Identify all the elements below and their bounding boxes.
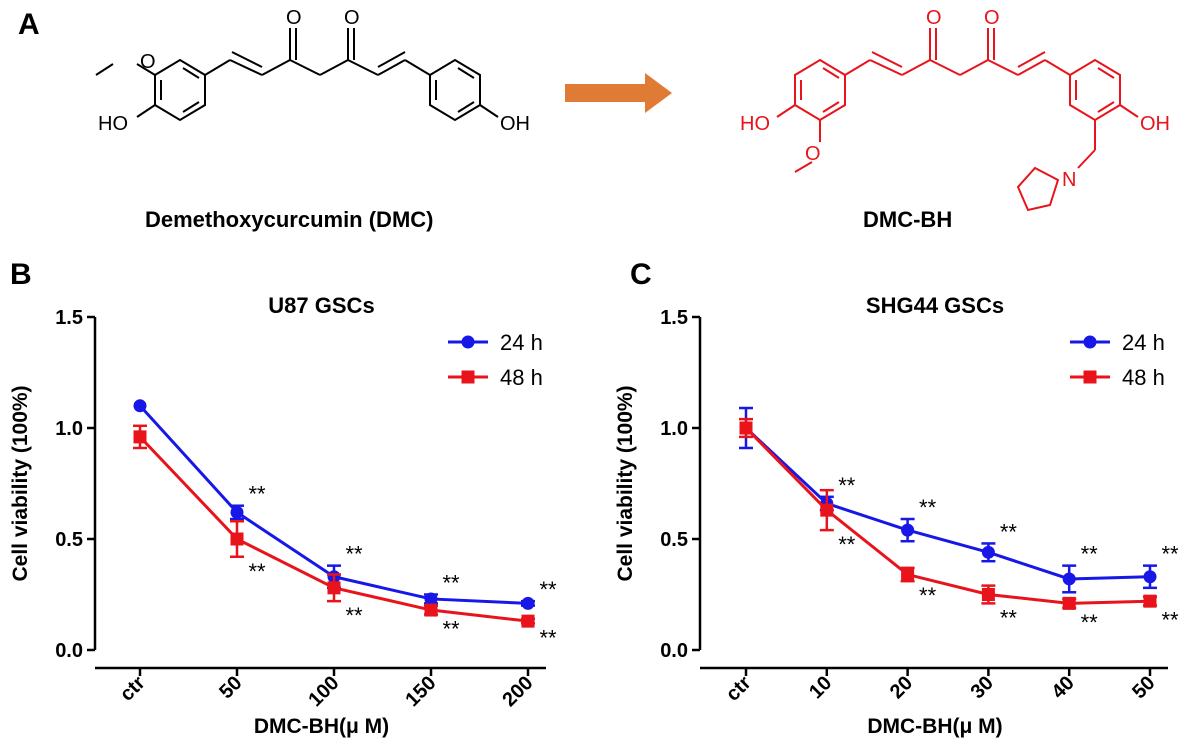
chart-0-significance-mark: ** — [345, 603, 363, 628]
chart-1-y-tick-label: 1.0 — [660, 418, 688, 440]
dmc-bh-name: DMC-BH — [863, 207, 953, 232]
chart-0-significance-mark: ** — [345, 542, 363, 567]
chart-shg44: SHG44 GSCs 0.0 0.5 1.0 1.5 Cell viability (10… — [614, 293, 1179, 738]
chart-1-series-0-point — [981, 545, 995, 559]
chart-1-significance-mark: ** — [1081, 610, 1099, 635]
chart-0-series-1-point — [424, 603, 438, 617]
chart-0-legend-label-1: 48 h — [500, 365, 543, 390]
chart-0-y-tick-label: 0.0 — [55, 640, 83, 662]
chart-0-series-0-point — [230, 505, 244, 519]
dmc-name: Demethoxycurcumin (DMC) — [145, 207, 434, 232]
chart-0-x-tick-label: 200 — [498, 672, 537, 711]
chart-1-x-tick-label: ctr — [722, 672, 756, 706]
chart-1-significance-mark: ** — [1161, 608, 1179, 633]
chart-0-y-tick-label: 1.0 — [55, 418, 83, 440]
chart-1-significance-mark: ** — [838, 532, 856, 557]
dmc-methoxy-o: O — [140, 51, 156, 73]
dmc-carbonyl-o2: O — [344, 7, 360, 29]
chart-0-y-tick-label: 0.5 — [55, 529, 83, 551]
chart-1-series-0-point — [901, 523, 915, 537]
chart-1-legend-marker-0 — [1083, 335, 1097, 349]
chart-1-significance-mark: ** — [1081, 542, 1099, 567]
chart-1-series-1-point — [1143, 594, 1157, 608]
chart-0-series-1-point — [133, 430, 147, 444]
chart-1-legend-label-0: 24 h — [1122, 330, 1165, 355]
dmc-structure — [95, 28, 499, 122]
reaction-arrow — [565, 73, 672, 113]
chart-1-series-1-point — [820, 503, 834, 517]
reaction-scheme: O HO O O OH — [95, 7, 1170, 212]
chart-1-y-tick-label: 0.0 — [660, 640, 688, 662]
chart-0-x-tick-label: 50 — [215, 672, 246, 703]
chart-1-title: SHG44 GSCs — [866, 293, 1004, 318]
chart-1-x-label: DMC-BH(μ M) — [867, 715, 1002, 738]
chart-1-significance-mark: ** — [838, 473, 856, 498]
chart-1-y-tick-label: 1.5 — [660, 307, 688, 329]
panel-letter-b: B — [10, 258, 32, 291]
chart-0-series-0-point — [424, 592, 438, 606]
chart-1-series-0-point — [1062, 572, 1076, 586]
chart-0-series-1-point — [521, 614, 535, 628]
chart-0-series-1-point — [327, 581, 341, 595]
chart-0-x-tick-label: ctr — [116, 672, 150, 706]
chart-1-series-1-point — [739, 421, 753, 435]
chart-1-x-tick-label: 40 — [1047, 672, 1078, 703]
dmc-bh-structure — [776, 28, 1139, 212]
chart-0-y-label: Cell viability (100%) — [9, 385, 32, 581]
chart-1-y-label: Cell viability (100%) — [614, 385, 637, 581]
chart-1-x-tick-label: 20 — [886, 672, 917, 703]
chart-1-x-tick-label: 50 — [1128, 672, 1159, 703]
chart-0-legend-label-0: 24 h — [500, 330, 543, 355]
dmc-bh-oh: OH — [1140, 113, 1170, 135]
chart-0-significance-mark: ** — [248, 482, 266, 507]
chart-0-significance-mark: ** — [539, 577, 557, 602]
chart-1-significance-mark: ** — [919, 583, 937, 608]
chart-0-series-1-point — [230, 532, 244, 546]
chart-0-series-0-point — [521, 596, 535, 610]
chart-0-significance-mark: ** — [539, 625, 557, 650]
chart-1-significance-mark: ** — [1000, 605, 1018, 630]
chart-0-legend-marker-1 — [461, 370, 475, 384]
chart-1-x-tick-label: 30 — [967, 672, 998, 703]
chart-0-title: U87 GSCs — [268, 293, 374, 318]
chart-0-significance-mark: ** — [442, 616, 460, 641]
dmc-ho: HO — [98, 113, 128, 135]
chart-0-x-label: DMC-BH(μ M) — [254, 715, 389, 738]
chart-1-series-1-line — [744, 426, 1151, 605]
chart-1-series-1-point — [901, 568, 915, 582]
panel-letter-c: C — [630, 258, 652, 291]
chart-1-series-1-point — [1062, 596, 1076, 610]
chart-0-significance-mark: ** — [248, 559, 266, 584]
chart-0-series-0-point — [133, 399, 147, 413]
chart-1-significance-mark: ** — [1161, 542, 1179, 567]
chart-1-y-tick-label: 0.5 — [660, 529, 688, 551]
chart-0-y-tick-label: 1.5 — [55, 307, 83, 329]
chart-u87: U87 GSCs 0.0 0.5 1.0 1.5 Cell viability (100%… — [9, 293, 557, 738]
dmc-carbonyl-o1: O — [286, 7, 302, 29]
chart-0-legend-marker-0 — [461, 335, 475, 349]
chart-1-series-0-line — [744, 426, 1151, 581]
dmc-bh-methoxy-o: O — [805, 143, 821, 165]
chart-1-significance-mark: ** — [919, 495, 937, 520]
chart-1-series-0-point — [1143, 570, 1157, 584]
chart-0-x-tick-label: 100 — [304, 672, 343, 711]
chart-0-x-tick-label: 150 — [401, 672, 440, 711]
chart-1-x-tick-label: 10 — [805, 672, 836, 703]
dmc-bh-carbonyl-o2: O — [984, 7, 1000, 29]
dmc-bh-carbonyl-o1: O — [926, 7, 942, 29]
dmc-oh: OH — [500, 113, 530, 135]
chart-0-significance-mark: ** — [442, 571, 460, 596]
chart-1-legend-marker-1 — [1083, 370, 1097, 384]
chart-1-legend-label-1: 48 h — [1122, 365, 1165, 390]
dmc-bh-n: N — [1062, 169, 1076, 191]
dmc-bh-ho: HO — [740, 113, 770, 135]
panel-letter-a: A — [18, 8, 40, 41]
chart-1-significance-mark: ** — [1000, 519, 1018, 544]
chart-1-series-1-point — [981, 588, 995, 601]
